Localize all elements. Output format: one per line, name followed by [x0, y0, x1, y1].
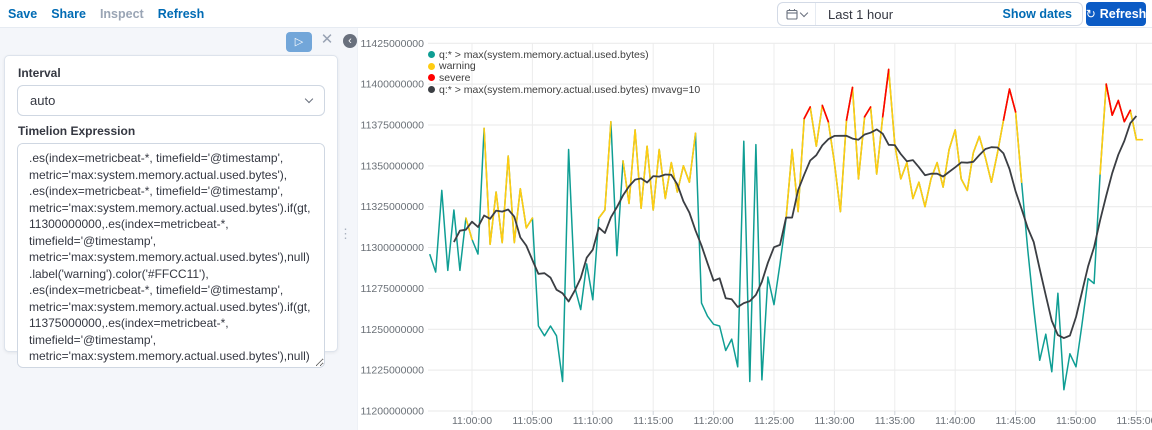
series-mvavg-line: [453, 115, 1138, 340]
legend-series-dot: [428, 51, 435, 59]
x-axis-tick-label: 11:15:00: [633, 415, 673, 427]
y-axis-tick-label: 11350000000: [361, 160, 425, 172]
chart-legend: q:* > max(system.memory.actual.used.byte…: [428, 49, 700, 96]
calendar-icon: [786, 9, 798, 20]
x-axis-tick-label: 11:55:00: [1116, 415, 1152, 427]
x-axis-tick-label: 11:35:00: [875, 415, 915, 427]
y-axis-tick-label: 11300000000: [361, 242, 425, 254]
legend-series-dot: [428, 86, 435, 94]
save-button[interactable]: Save: [8, 7, 38, 21]
legend-series-label: q:* > max(system.memory.actual.used.byte…: [439, 48, 649, 61]
series-severe-line: [803, 68, 1132, 123]
y-axis-tick-label: 11325000000: [361, 201, 425, 213]
play-button[interactable]: ▷: [286, 32, 312, 52]
x-axis-tick-label: 11:05:00: [512, 415, 552, 427]
refresh-button-label: Refresh: [1099, 7, 1147, 21]
time-range-display[interactable]: Last 1 hour: [828, 6, 894, 22]
share-button[interactable]: Share: [51, 7, 86, 21]
legend-series-label: warning: [439, 60, 476, 73]
y-axis-tick-label: 11275000000: [361, 283, 425, 295]
y-axis-tick-label: 11200000000: [361, 405, 425, 417]
refresh-link[interactable]: Refresh: [157, 7, 205, 21]
timelion-expression-input[interactable]: .es(index=metricbeat-*, timefield='@time…: [17, 143, 325, 368]
y-axis-tick-label: 11400000000: [361, 79, 425, 91]
y-axis-tick-label: 11225000000: [361, 365, 425, 377]
interval-value: auto: [30, 93, 56, 108]
toolbar-nav: Save Share Inspect Refresh: [8, 0, 204, 28]
series-main-line: [428, 68, 1143, 391]
y-axis-tick-label: 11425000000: [361, 38, 425, 50]
close-panel-button[interactable]: ✕: [317, 30, 337, 50]
refresh-button[interactable]: ↻ Refresh: [1086, 2, 1146, 26]
legend-series-dot: [428, 74, 435, 82]
chevron-down-icon: [304, 94, 314, 104]
close-icon: ✕: [320, 31, 334, 48]
legend-series-dot: [428, 62, 435, 70]
legend-series-label: q:* > max(system.memory.actual.used.byte…: [439, 83, 701, 96]
x-axis-tick-label: 11:10:00: [573, 415, 613, 427]
interval-select[interactable]: auto: [17, 85, 325, 116]
interval-label: Interval: [18, 66, 61, 80]
arrow-left-icon: ‹: [348, 35, 352, 47]
expression-editor-panel: ▷ ✕ Interval auto Timelion Expression .e…: [0, 28, 357, 430]
refresh-icon: ↻: [1085, 7, 1096, 21]
chevron-down-icon: [799, 8, 809, 17]
x-axis-tick-label: 11:00:00: [452, 415, 492, 427]
top-toolbar: Save Share Inspect Refresh Last 1 hour S…: [0, 0, 1152, 28]
date-picker-menu-button[interactable]: [778, 3, 816, 25]
legend-item[interactable]: severe: [428, 72, 700, 84]
legend-series-label: severe: [439, 71, 471, 84]
panel-resize-handle[interactable]: ⋮: [339, 226, 352, 241]
legend-item[interactable]: q:* > max(system.memory.actual.used.byte…: [428, 49, 700, 61]
x-axis-tick-label: 11:25:00: [754, 415, 794, 427]
show-dates-button[interactable]: Show dates: [1003, 7, 1082, 21]
x-axis-tick-label: 11:20:00: [694, 415, 734, 427]
chart-area: q:* > max(system.memory.actual.used.byte…: [357, 28, 1152, 430]
timelion-expression-label: Timelion Expression: [18, 124, 136, 138]
y-axis-tick-label: 11375000000: [361, 120, 425, 132]
play-icon: ▷: [294, 36, 304, 48]
timelion-chart[interactable]: 11425000000 11400000000 11375000000 1135000…: [358, 28, 1152, 430]
date-picker: Last 1 hour Show dates: [777, 2, 1083, 26]
x-axis-tick-label: 11:40:00: [935, 415, 975, 427]
x-axis-tick-label: 11:30:00: [814, 415, 854, 427]
legend-item[interactable]: warning: [428, 60, 700, 73]
editor-card: Interval auto Timelion Expression .es(in…: [4, 55, 338, 368]
collapse-panel-button[interactable]: ‹: [343, 34, 357, 48]
inspect-button: Inspect: [99, 7, 144, 21]
x-axis-tick-label: 11:45:00: [996, 415, 1036, 427]
y-axis-tick-label: 11250000000: [361, 324, 425, 336]
legend-item[interactable]: q:* > max(system.memory.actual.used.byte…: [428, 84, 700, 96]
x-axis-tick-label: 11:50:00: [1056, 415, 1096, 427]
